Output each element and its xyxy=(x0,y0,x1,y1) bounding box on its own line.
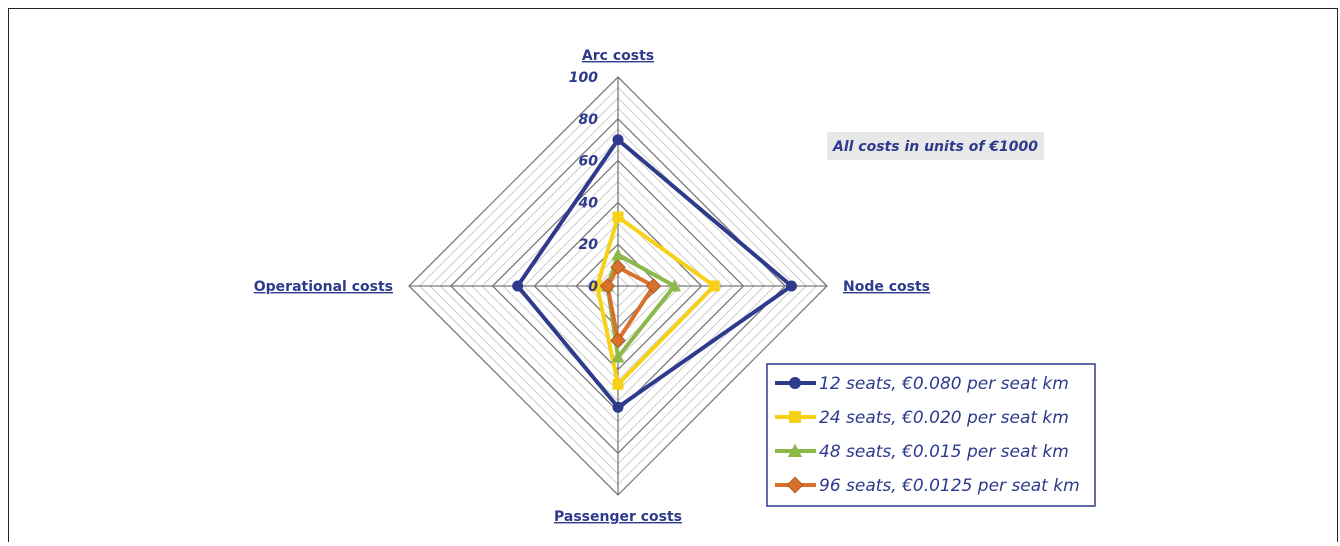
data-point xyxy=(610,332,626,349)
series-1 xyxy=(512,134,797,413)
legend-item: 96 seats, €0.0125 per seat km xyxy=(775,476,1080,496)
data-point xyxy=(645,278,662,294)
legend-item: 24 seats, €0.020 per seat km xyxy=(775,408,1069,428)
data-point xyxy=(612,211,624,223)
legend-marker xyxy=(786,476,804,494)
axis-label: Operational costs xyxy=(254,279,393,295)
axis-label: Passenger costs xyxy=(554,509,682,525)
legend-label: 48 seats, €0.015 per seat km xyxy=(819,442,1069,462)
legend-box xyxy=(766,363,1096,507)
legend-label: 12 seats, €0.080 per seat km xyxy=(819,374,1069,394)
series-4 xyxy=(599,259,662,349)
legend-label: 24 seats, €0.020 per seat km xyxy=(819,408,1069,428)
data-point xyxy=(612,378,624,390)
legend-item: 48 seats, €0.015 per seat km xyxy=(775,442,1069,462)
data-point xyxy=(610,259,626,275)
data-point xyxy=(708,280,720,292)
tick-label: 60 xyxy=(579,154,599,170)
annotation-text: All costs in units of €1000 xyxy=(832,139,1038,155)
tick-label: 40 xyxy=(578,195,599,211)
data-point xyxy=(611,248,625,261)
data-point xyxy=(612,401,624,413)
data-point xyxy=(599,278,616,294)
tick-label: 0 xyxy=(588,279,598,295)
axis-label: Arc costs xyxy=(582,48,654,64)
legend: 12 seats, €0.080 per seat km 24 seats, €0… xyxy=(766,363,1096,507)
frame-border-left xyxy=(8,8,9,542)
data-point xyxy=(611,350,625,363)
legend-label: 96 seats, €0.0125 per seat km xyxy=(819,476,1080,496)
legend-marker xyxy=(789,377,801,389)
tick-label: 20 xyxy=(579,237,599,253)
legend-marker xyxy=(787,443,803,457)
data-point xyxy=(512,280,524,292)
data-point xyxy=(667,279,682,292)
annotation-box xyxy=(827,132,1044,160)
axis-label: Node costs xyxy=(843,279,930,295)
radar-grid xyxy=(408,76,828,496)
legend-item: 12 seats, €0.080 per seat km xyxy=(775,374,1069,394)
data-point xyxy=(591,280,603,292)
legend-marker xyxy=(789,411,801,423)
frame-border-right xyxy=(1337,8,1338,542)
frame-border-top xyxy=(8,8,1338,9)
series-2 xyxy=(591,211,720,390)
annotation: All costs in units of €1000 xyxy=(827,132,1044,160)
data-point xyxy=(785,280,797,292)
data-point xyxy=(612,134,624,146)
tick-label: 100 xyxy=(569,70,598,86)
series-layer xyxy=(512,134,797,413)
tick-label: 80 xyxy=(579,112,599,128)
labels-layer: 0 20 40 60 80 100 Arc costs Node costs Passenger… xyxy=(254,48,930,525)
